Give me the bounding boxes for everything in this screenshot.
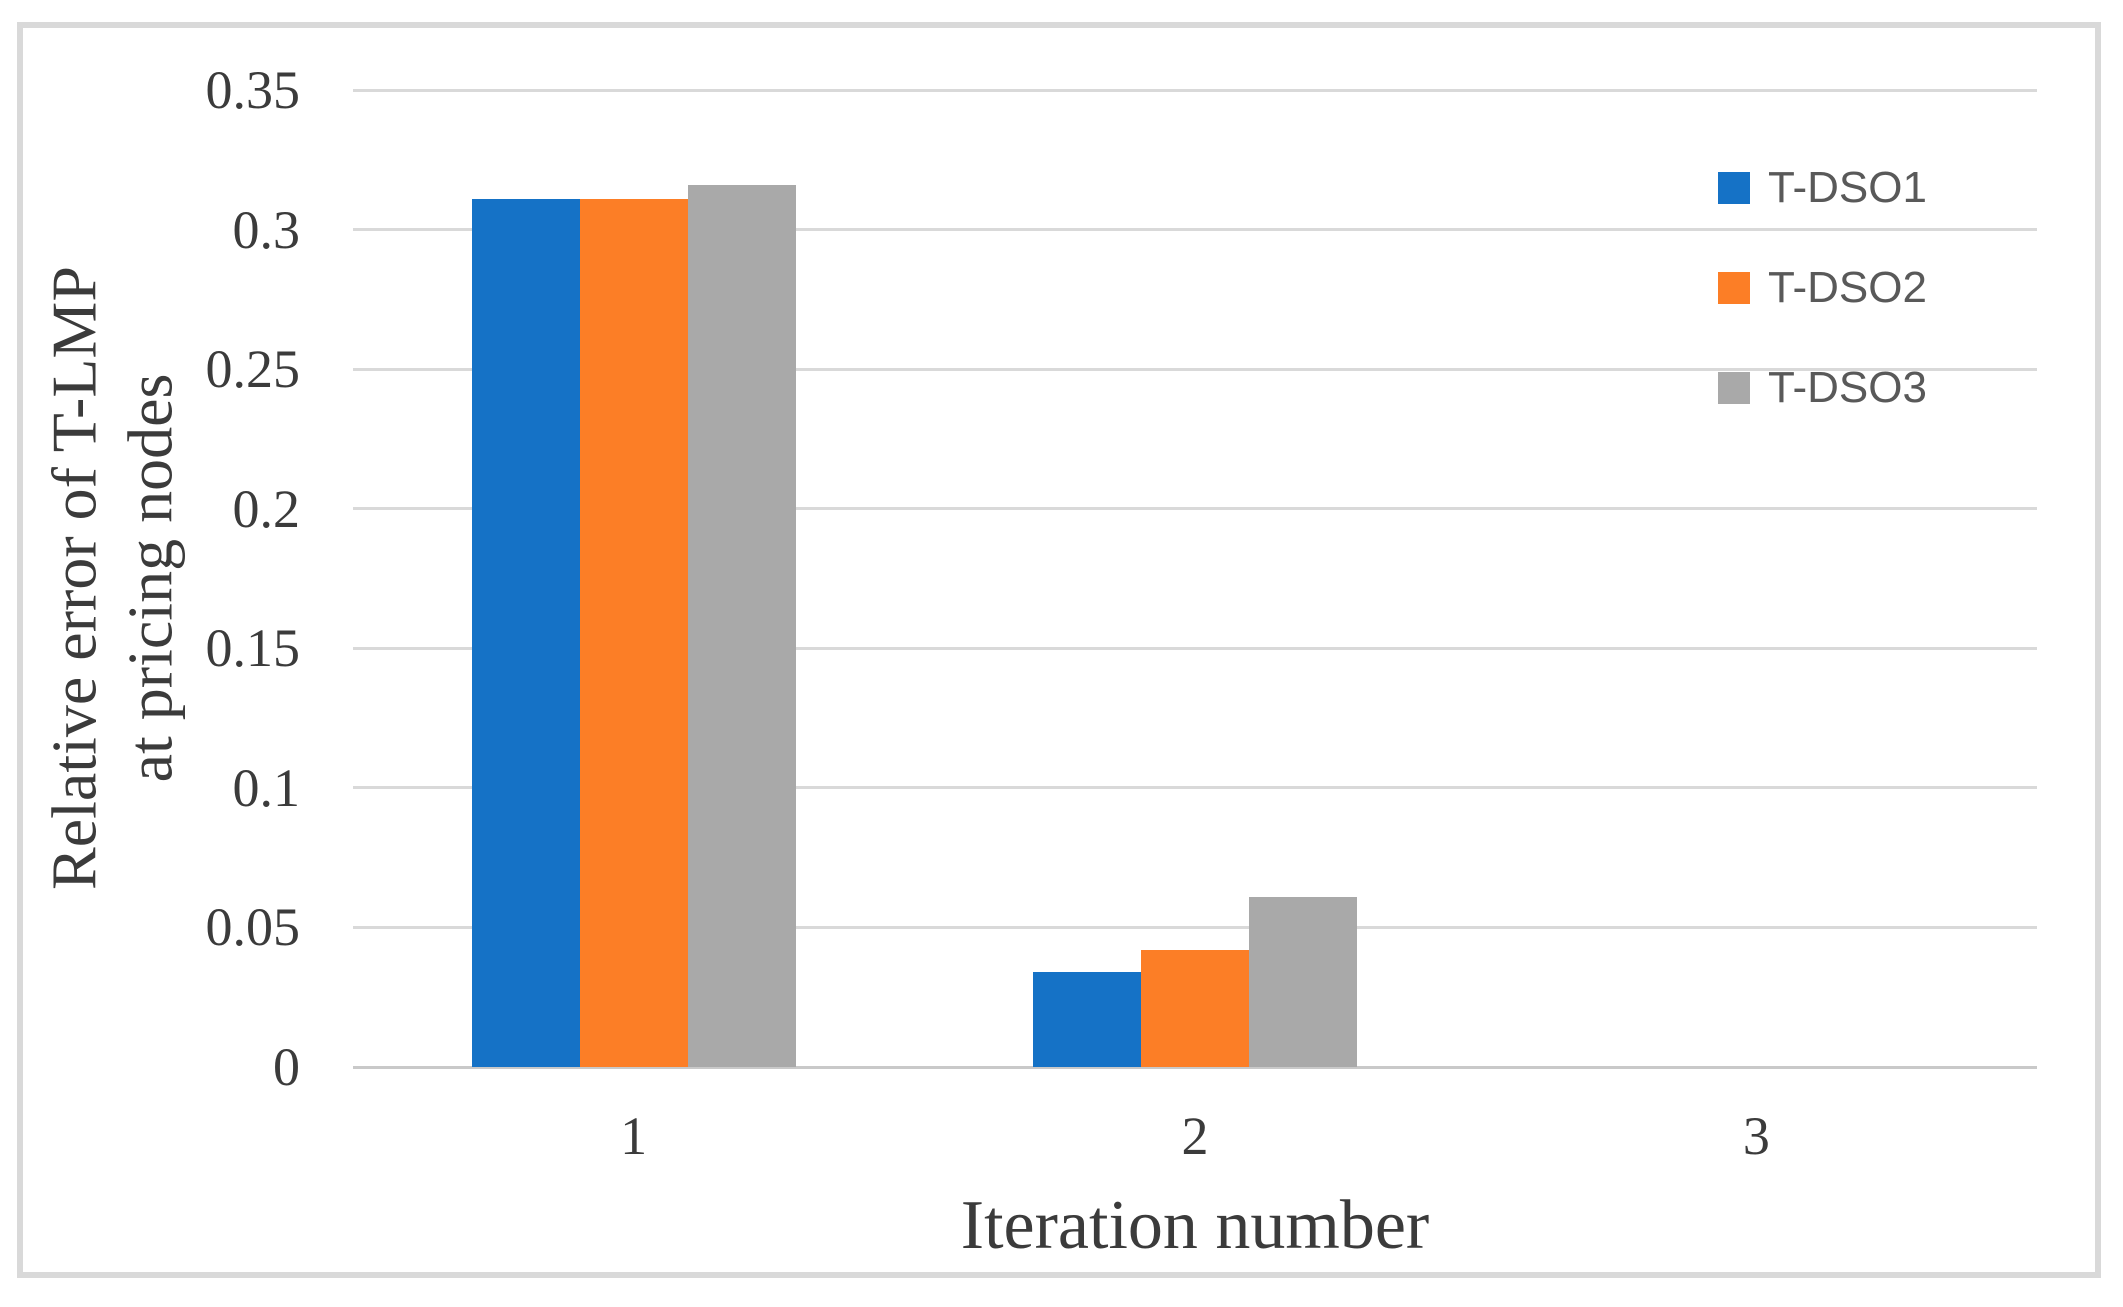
x-tick-label: 1 [620, 1106, 648, 1166]
gridline [353, 786, 2037, 790]
bar-t-dso2-iter2 [1141, 949, 1249, 1067]
x-axis-title: Iteration number [960, 1187, 1430, 1264]
legend-swatch-t-dso3 [1718, 372, 1750, 404]
gridline [353, 507, 2037, 511]
y-tick-label: 0.2 [232, 478, 301, 539]
gridline [353, 228, 2037, 232]
bar-t-dso2-iter1 [579, 198, 688, 1067]
gridline [353, 925, 2037, 929]
bar-t-dso1-iter2 [1033, 972, 1141, 1067]
y-tick-label: 0.3 [232, 199, 301, 260]
legend-swatch-t-dso1 [1718, 172, 1750, 204]
bar-t-dso3-iter1 [687, 184, 796, 1067]
legend-item-t-dso3: T-DSO3 [1718, 360, 1927, 416]
legend-label-t-dso1: T-DSO1 [1768, 163, 1927, 212]
y-axis-title-line1: Relative error of T-LMP [38, 266, 110, 890]
y-tick-label: 0 [273, 1037, 300, 1097]
gridline [353, 88, 2037, 92]
y-axis-title: Relative error of T-LMP at pricing nodes [36, 266, 187, 890]
y-tick-label: 0.05 [205, 897, 301, 958]
legend-swatch-t-dso2 [1718, 272, 1750, 304]
y-tick-label: 0.35 [205, 60, 301, 120]
bar-t-dso1-iter1 [471, 198, 580, 1067]
legend-item-t-dso2: T-DSO2 [1718, 260, 1927, 316]
y-tick-label: 0.25 [205, 339, 301, 400]
legend-item-t-dso1: T-DSO1 [1718, 160, 1927, 216]
gridline [353, 646, 2037, 650]
bar-t-dso3-iter2 [1249, 896, 1357, 1067]
gridline [353, 1065, 2037, 1069]
gridline [353, 367, 2037, 371]
y-tick-label: 0.15 [205, 618, 301, 679]
legend-label-t-dso2: T-DSO2 [1768, 263, 1927, 312]
y-axis-title-line2: at pricing nodes [114, 373, 185, 783]
x-tick-label: 3 [1742, 1106, 1770, 1166]
chart-frame [17, 22, 2101, 1278]
legend-label-t-dso3: T-DSO3 [1768, 363, 1927, 412]
x-tick-label: 2 [1181, 1106, 1209, 1166]
y-tick-label: 0.1 [232, 757, 301, 818]
